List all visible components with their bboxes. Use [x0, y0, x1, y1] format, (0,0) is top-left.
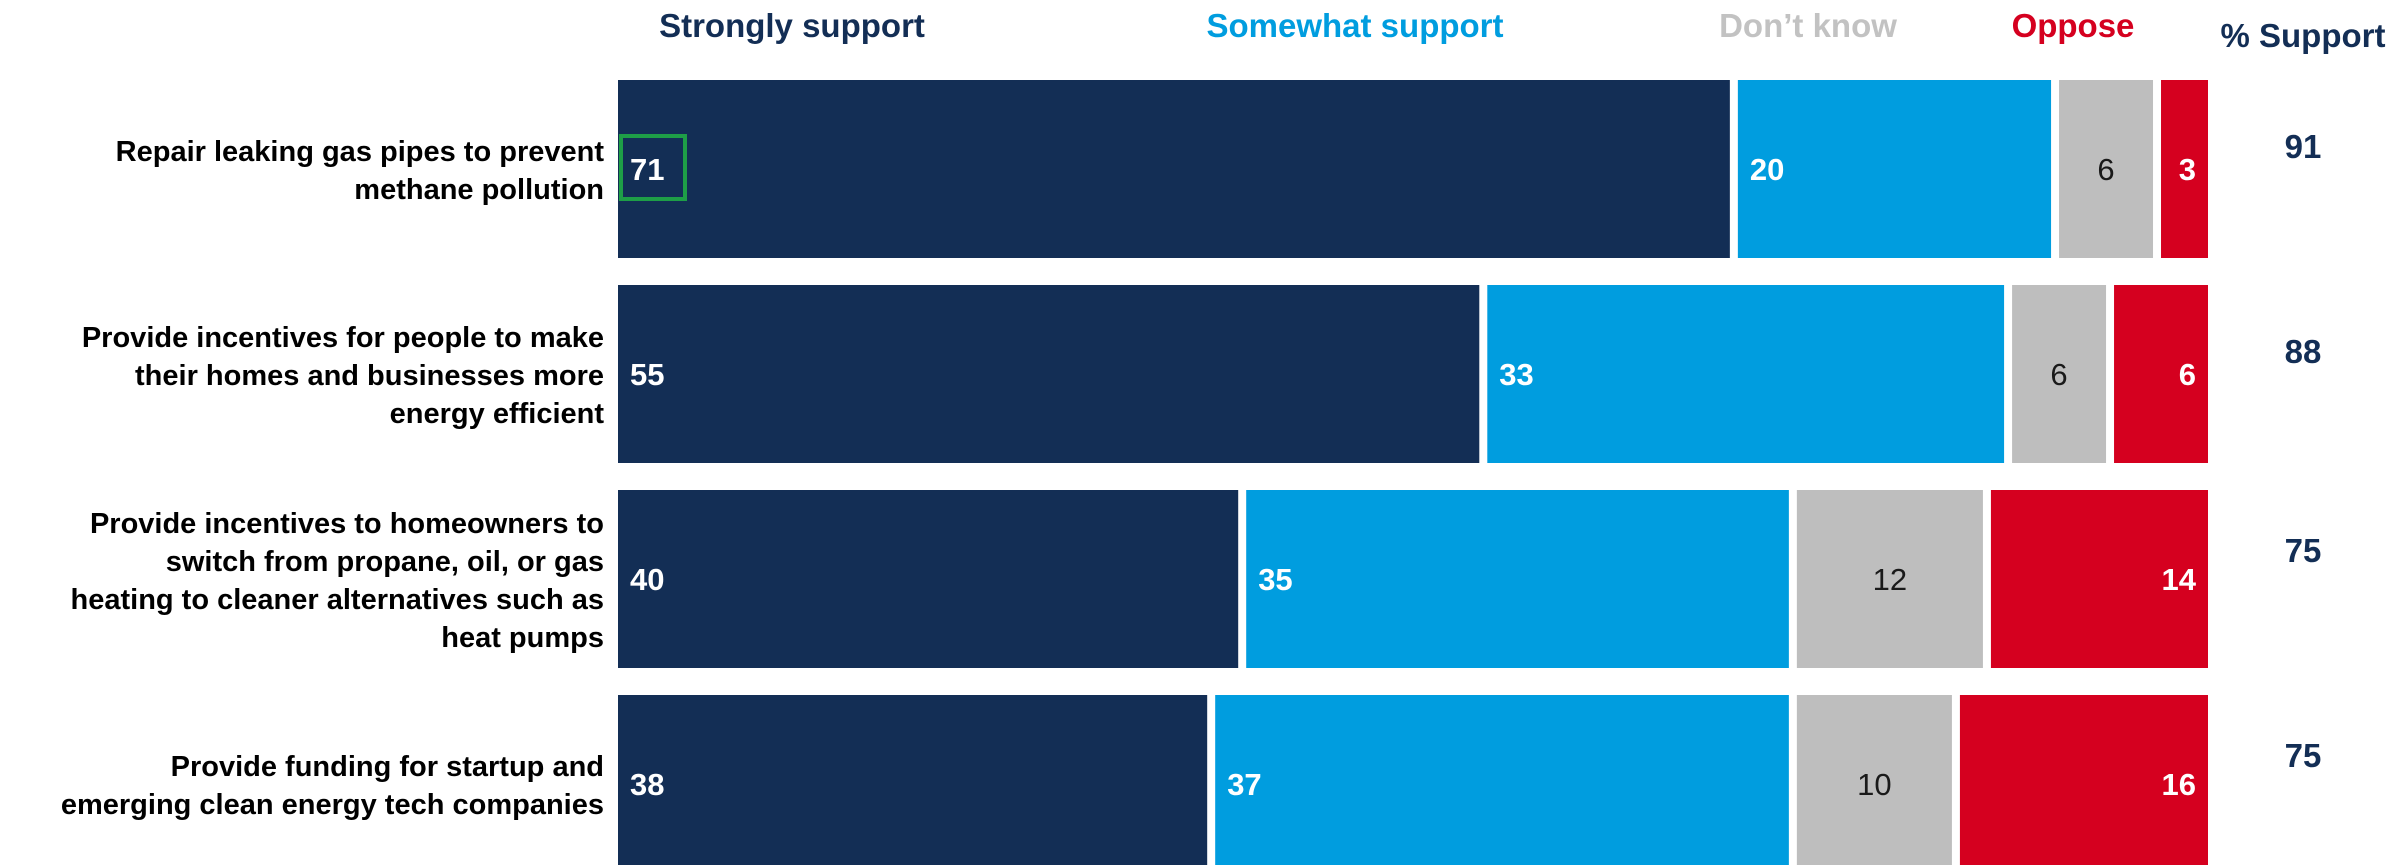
bar-segment	[618, 285, 1480, 463]
bar-segment	[618, 695, 1208, 865]
value-label: 6	[2179, 357, 2196, 392]
category-label-line: Provide funding for startup and	[171, 751, 604, 783]
bar-segment	[1959, 695, 2208, 865]
support-value: 91	[2285, 128, 2322, 165]
value-labels: 71 20 6 3 55 33 6 6 40 35 12 14 38 37 10 16	[619, 134, 2197, 802]
value-label: 14	[2162, 562, 2197, 597]
category-labels: Repair leaking gas pipes to prevent metha…	[61, 136, 604, 821]
support-value: 75	[2285, 532, 2322, 569]
bar-segment	[1246, 490, 1789, 668]
category-label: Provide incentives for people to make the…	[82, 322, 604, 430]
bar-segment	[1990, 490, 2208, 668]
legend: Strongly support Somewhat support Don’t kn…	[659, 7, 2134, 44]
bars	[618, 80, 2208, 865]
value-label: 33	[1499, 357, 1533, 392]
highlight-box	[619, 134, 687, 201]
bar-segment	[618, 80, 1730, 258]
support-column-header: % Support	[2221, 17, 2386, 54]
support-values: 91 88 75 75	[2285, 128, 2322, 774]
category-label-line: heat pumps	[441, 622, 604, 654]
value-label: 6	[2097, 152, 2114, 187]
category-label-line: methane pollution	[354, 174, 604, 206]
value-label: 20	[1750, 152, 1784, 187]
category-label-line: Repair leaking gas pipes to prevent	[116, 136, 605, 168]
legend-oppose: Oppose	[2012, 7, 2135, 44]
bar-segment	[1215, 695, 1789, 865]
legend-somewhat-support: Somewhat support	[1206, 7, 1503, 44]
bar-segment	[2161, 80, 2208, 258]
value-label: 35	[1258, 562, 1292, 597]
bar-segment	[1796, 490, 1983, 668]
value-label: 3	[2179, 152, 2196, 187]
category-label-line: Provide incentives to homeowners to	[90, 508, 604, 540]
bar-segment	[618, 490, 1239, 668]
bar-segment	[2012, 285, 2107, 463]
category-label-line: switch from propane, oil, or gas	[166, 546, 604, 578]
legend-strongly-support: Strongly support	[659, 7, 925, 44]
value-label: 40	[630, 562, 664, 597]
value-label: 55	[630, 357, 664, 392]
value-label: 71	[630, 152, 664, 187]
category-label-line: emerging clean energy tech companies	[61, 789, 604, 821]
legend-don-t-know: Don’t know	[1719, 7, 1897, 44]
value-label: 12	[1873, 562, 1907, 597]
bar-segment	[1487, 285, 2005, 463]
bar-segment	[1737, 80, 2052, 258]
support-value: 88	[2285, 333, 2322, 370]
value-label: 6	[2050, 357, 2067, 392]
category-label: Provide incentives to homeowners to switc…	[71, 508, 604, 654]
value-label: 10	[1857, 767, 1891, 802]
category-label-line: Provide incentives for people to make	[82, 322, 604, 354]
category-label: Repair leaking gas pipes to prevent metha…	[116, 136, 605, 206]
bar-segment	[2059, 80, 2154, 258]
value-label: 38	[630, 767, 664, 802]
category-label-line: energy efficient	[390, 398, 605, 430]
value-label: 16	[2162, 767, 2196, 802]
category-label-line: heating to cleaner alternatives such as	[71, 584, 604, 616]
value-label: 37	[1227, 767, 1261, 802]
category-label-line: their homes and businesses more	[135, 360, 604, 392]
bar-segment	[1796, 695, 1952, 865]
support-value: 75	[2285, 737, 2322, 774]
category-label: Provide funding for startup and emerging …	[61, 751, 604, 821]
bar-segment	[2114, 285, 2208, 463]
